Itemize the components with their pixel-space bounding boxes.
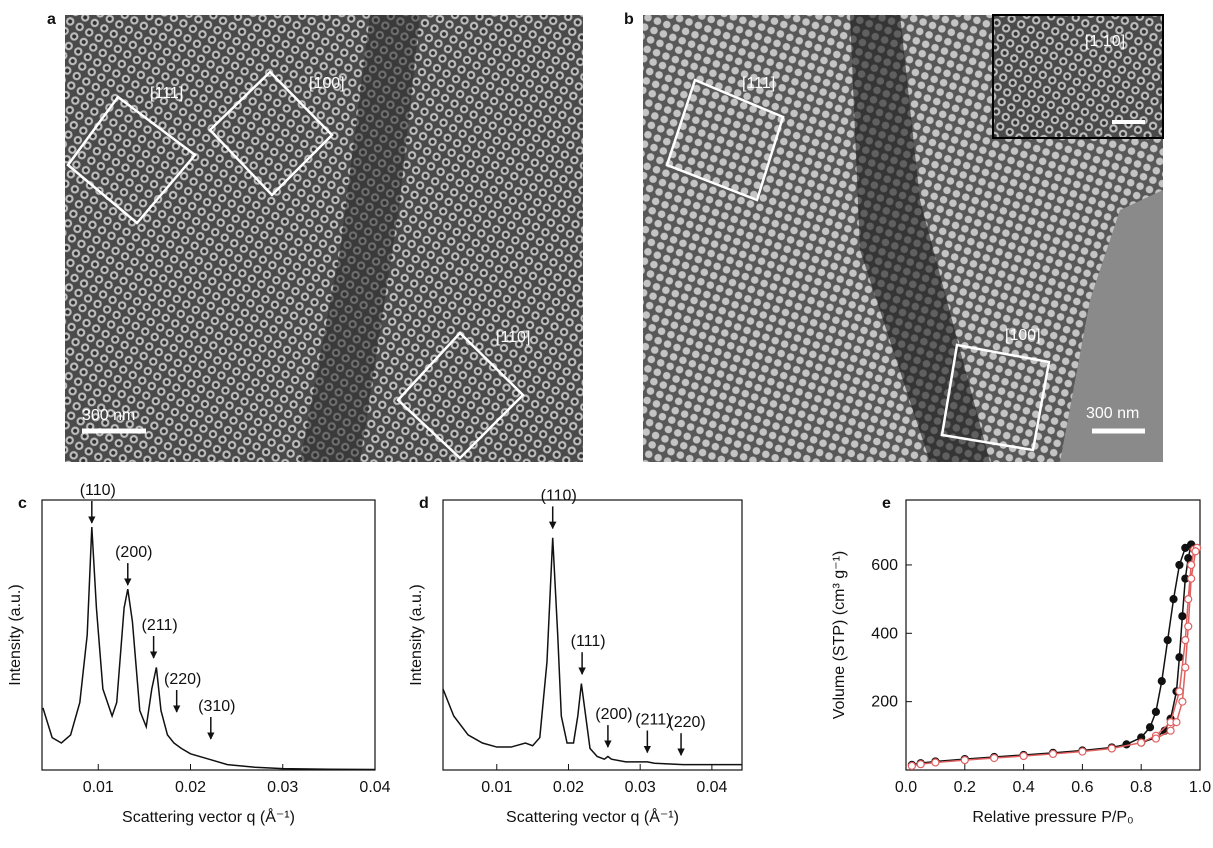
peak-label: (310) [198,698,235,715]
peak-label: (220) [668,714,705,731]
data-point [1050,750,1057,757]
scale-bar-label: 300 nm [1086,405,1139,422]
panel-label: e [882,495,891,512]
data-point [1182,637,1189,644]
data-point [1185,555,1192,562]
inset-label: [1 10] [1085,33,1125,50]
y-axis-label: Intensity (a.u.) [7,584,24,685]
inset-image [993,15,1163,138]
data-line [912,544,1191,764]
data-point [1188,561,1195,568]
y-tick-label: 200 [871,694,898,711]
data-point [1176,654,1183,661]
data-point [1147,724,1154,731]
x-tick-label: 0.04 [359,779,390,796]
data-point [1173,719,1180,726]
data-point [908,762,915,769]
scale-bar-label: 300 nm [82,407,135,424]
x-tick-label: 0.0 [895,779,917,796]
peak-label: (110) [80,482,116,499]
page: [111] [100] [110] 300 nm a [111] [100] [… [0,0,1213,848]
peak-label: (220) [164,671,201,688]
direction-label: [111] [742,75,775,92]
x-tick-label: 1.0 [1189,779,1211,796]
panel-b: [111] [100] [1 10] 300 nm b [624,11,1163,462]
data-point [1176,561,1183,568]
y-tick-label: 400 [871,625,898,642]
x-axis-label: Relative pressure P/P₀ [972,809,1133,826]
data-point [991,755,998,762]
peak-label: (200) [595,706,632,723]
x-tick-label: 0.02 [175,779,206,796]
data-point [1185,596,1192,603]
panel-a: [111] [100] [110] 300 nm a [47,11,583,462]
x-tick-label: 0.6 [1071,779,1093,796]
data-point [1108,745,1115,752]
y-tick-label: 600 [871,557,898,574]
peak-label: (200) [115,544,152,561]
data-point [1185,623,1192,630]
panel-label: a [47,11,56,28]
data-point [1188,575,1195,582]
data-point [1167,727,1174,734]
x-tick-label: 0.2 [954,779,976,796]
direction-label: [100] [1005,327,1041,344]
x-axis-label: Scattering vector q (Å⁻¹) [506,807,679,826]
data-point [1158,678,1165,685]
x-tick-label: 0.04 [696,779,727,796]
peak-label: (110) [541,487,577,504]
data-point [1152,708,1159,715]
x-tick-label: 0.01 [481,779,512,796]
data-point [932,759,939,766]
data-point [1138,739,1145,746]
peak-label: (111) [571,633,606,650]
x-axis-label: Scattering vector q (Å⁻¹) [122,807,295,826]
data-point [1152,735,1159,742]
x-tick-label: 0.4 [1012,779,1034,796]
direction-label: [100] [309,75,345,92]
data-line [43,527,375,769]
data-point [917,761,924,768]
data-point [1182,664,1189,671]
data-point [1192,548,1199,555]
x-tick-label: 0.01 [83,779,114,796]
data-point [961,757,968,764]
data-point [1079,748,1086,755]
panel-label: b [624,11,634,28]
x-tick-label: 0.02 [553,779,584,796]
direction-label: [110] [496,329,530,346]
data-point [1179,698,1186,705]
panel-label: c [18,495,27,512]
plot-frame [906,500,1200,770]
panel-label: d [419,495,429,512]
peak-label: (211) [635,712,671,729]
data-point [1176,688,1183,695]
direction-label: [111] [150,85,183,102]
figure: [111] [100] [110] 300 nm a [111] [100] [… [0,0,1213,843]
data-point [1170,596,1177,603]
data-point [1020,752,1027,759]
y-axis-label: Intensity (a.u.) [408,584,425,685]
x-tick-label: 0.03 [267,779,298,796]
data-point [1164,637,1171,644]
x-tick-label: 0.8 [1130,779,1152,796]
x-tick-label: 0.03 [625,779,656,796]
data-point [1179,613,1186,620]
peak-label: (211) [142,617,178,634]
y-axis-label: Volume (STP) (cm³ g⁻¹) [831,551,848,719]
